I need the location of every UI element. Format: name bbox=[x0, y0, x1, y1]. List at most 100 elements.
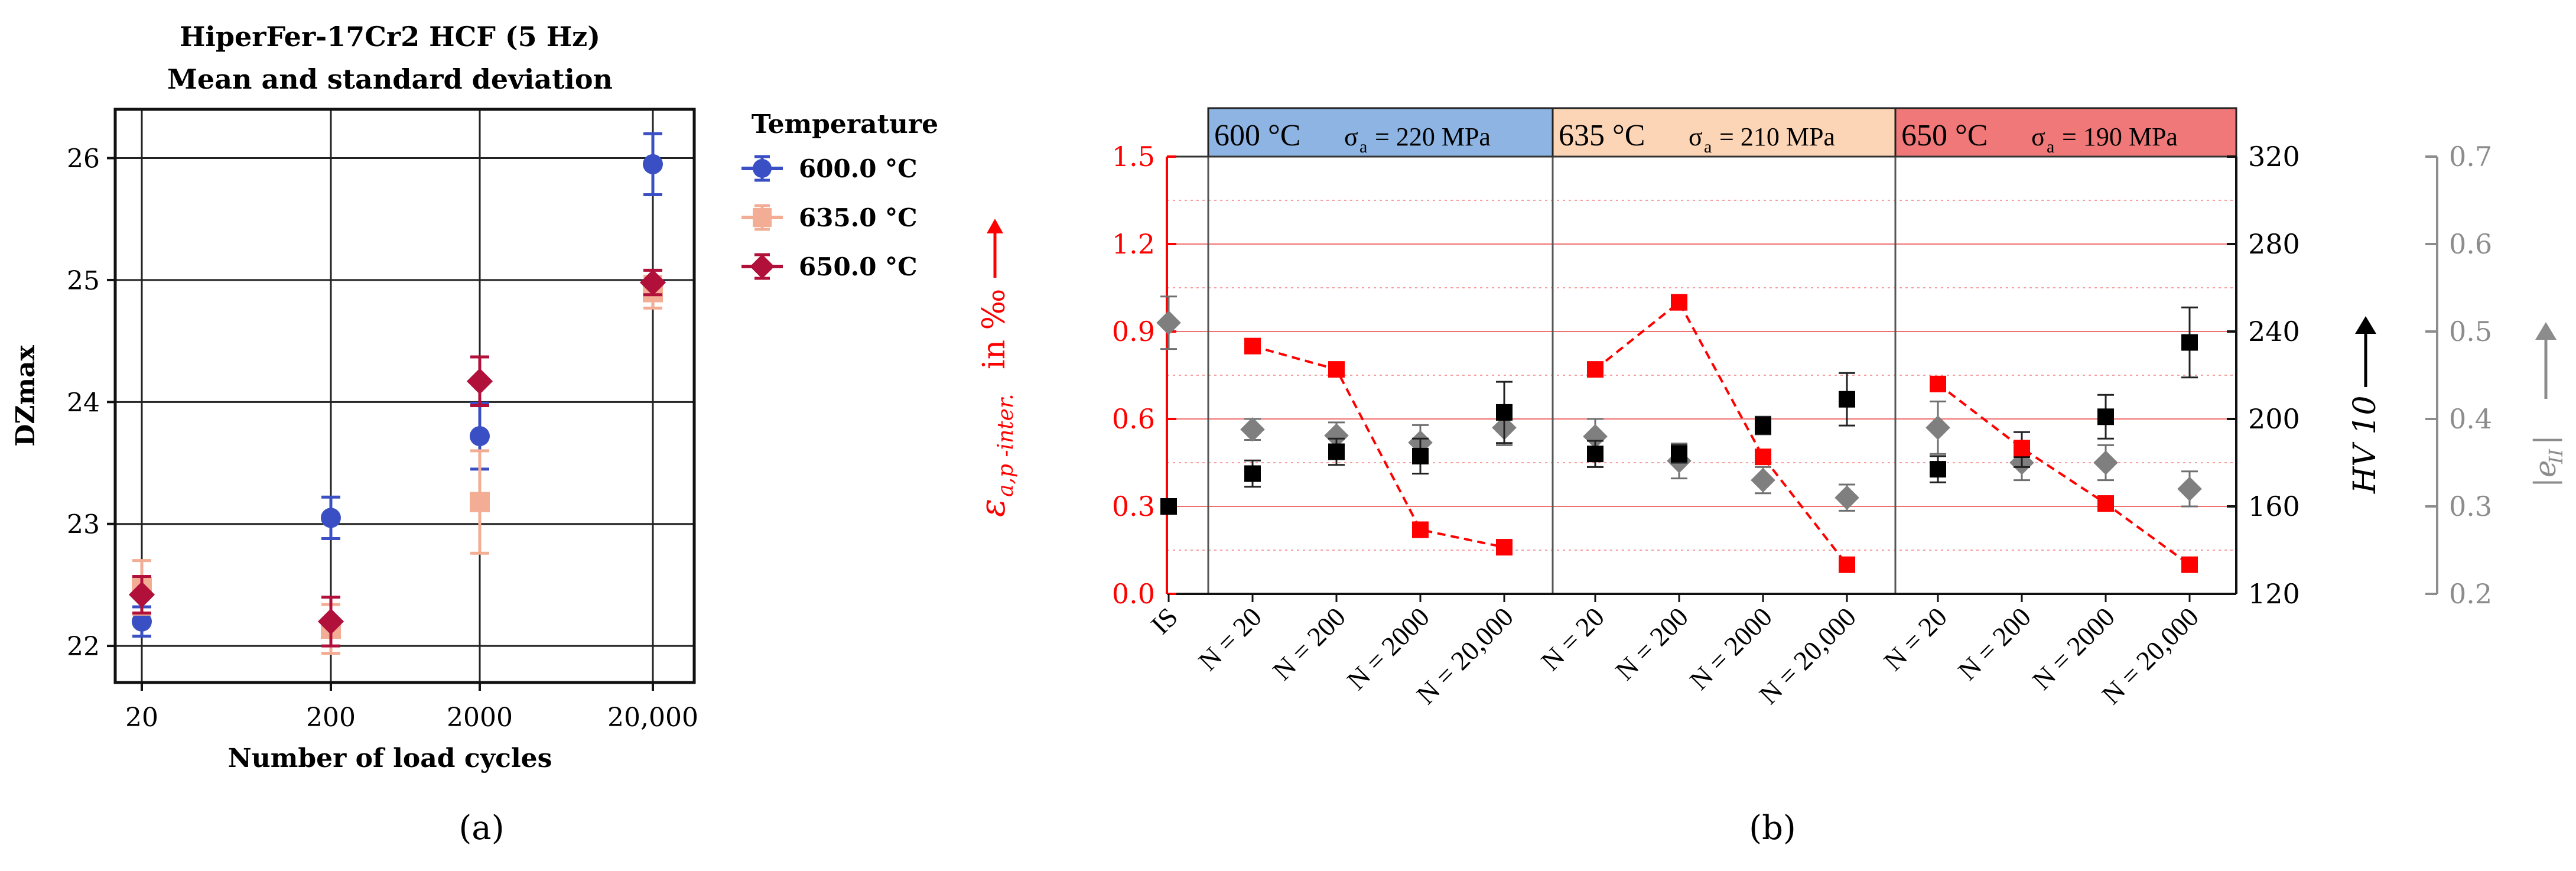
legend-item: 635.0 °C bbox=[741, 203, 918, 232]
right2-axis-label-subscript: II bbox=[2545, 448, 2567, 464]
hv10-point bbox=[1755, 417, 1771, 434]
left-tick-label: 0.3 bbox=[1112, 490, 1155, 522]
right2-tick-label: 0.5 bbox=[2449, 316, 2492, 347]
data-point bbox=[128, 581, 155, 608]
group-temperature: 600 °C bbox=[1214, 119, 1300, 152]
legend-item: 650.0 °C bbox=[741, 252, 918, 281]
left-axis-label-symbol: ε bbox=[972, 499, 1013, 517]
hv10-point bbox=[1930, 461, 1946, 478]
eII-point bbox=[2093, 450, 2118, 475]
hv10-point bbox=[1328, 443, 1345, 460]
group-header-3: 650 °C σ a = 190 MPa bbox=[1894, 107, 2237, 158]
group-stress-subscript: a bbox=[1359, 137, 1367, 157]
group-stress-symbol: σ bbox=[1689, 122, 1703, 151]
left-tick-label: 0.6 bbox=[1112, 403, 1155, 435]
hv10-point bbox=[1496, 404, 1513, 421]
left-tick-label: 1.2 bbox=[1112, 228, 1155, 260]
strain-dashed-line bbox=[1252, 344, 1505, 549]
right2-axis-label-tail: | bbox=[2528, 435, 2562, 445]
right1-tick-label: 120 bbox=[2248, 578, 2300, 610]
group-header-1: 600 °C σ a = 220 MPa bbox=[1207, 107, 1554, 158]
eII-point bbox=[1583, 424, 1608, 449]
right2-axis-label: |eII | bbox=[2528, 322, 2567, 488]
hv10-point bbox=[1671, 446, 1687, 463]
data-point bbox=[317, 608, 344, 635]
y-tick-label: 26 bbox=[67, 144, 100, 174]
left-axis-label: ε a,p -inter. in ‰ bbox=[972, 219, 1018, 517]
left-axis-label-subscript: a,p -inter. bbox=[994, 394, 1018, 497]
x-tick-label: N = 200 bbox=[1609, 602, 1694, 686]
strain-point bbox=[2097, 495, 2114, 512]
legend-marker bbox=[753, 208, 772, 227]
group-temperature: 635 °C bbox=[1559, 119, 1645, 152]
x-tick-label: 2000 bbox=[447, 703, 513, 733]
group-stress-subscript: a bbox=[1704, 137, 1712, 157]
right1-axis-label: HV 10 bbox=[2347, 316, 2383, 494]
eII-point bbox=[1156, 310, 1181, 335]
right2-axis-arrow-head bbox=[2535, 322, 2557, 340]
x-tick-label: 200 bbox=[306, 703, 356, 733]
hv10-point bbox=[2181, 334, 2198, 351]
right1-axis-arrow-head bbox=[2355, 316, 2376, 334]
left-tick-label: 1.5 bbox=[1112, 141, 1155, 173]
strain-point bbox=[1930, 375, 1946, 392]
strain-point bbox=[1839, 556, 1855, 573]
series-square bbox=[132, 275, 663, 655]
chart-title-line-1: HiperFer-17Cr2 HCF (5 Hz) bbox=[180, 21, 600, 53]
data-point bbox=[466, 368, 493, 395]
right2-tick-label: 0.2 bbox=[2449, 578, 2492, 610]
group-stress-symbol: σ bbox=[1344, 122, 1358, 151]
strain-point bbox=[1587, 361, 1604, 378]
data-point bbox=[639, 269, 666, 296]
y-tick-label: 22 bbox=[67, 632, 100, 662]
group-header-2: 635 °C σ a = 210 MPa bbox=[1552, 107, 1897, 158]
data-point bbox=[643, 154, 663, 174]
plot-frame bbox=[113, 108, 696, 684]
strain-point bbox=[2181, 556, 2198, 573]
series-eII bbox=[1156, 295, 2202, 512]
series-strain bbox=[1244, 294, 2198, 573]
legend-label: 600.0 °C bbox=[799, 154, 918, 183]
x-axis-label: Number of load cycles bbox=[228, 743, 552, 774]
strain-point bbox=[1244, 337, 1261, 355]
eII-point bbox=[1835, 485, 1859, 510]
eII-point bbox=[2177, 476, 2202, 502]
right1-tick-label: 280 bbox=[2248, 228, 2300, 260]
legend-marker bbox=[750, 254, 775, 279]
legend-label: 650.0 °C bbox=[799, 252, 918, 281]
group-header-box bbox=[1894, 107, 2237, 158]
panel-a-chart: HiperFer-17Cr2 HCF (5 Hz) Mean and standa… bbox=[11, 21, 938, 774]
right2-tick-label: 0.3 bbox=[2449, 490, 2492, 522]
hv10-point bbox=[1587, 446, 1604, 463]
legend-marker bbox=[753, 159, 772, 178]
y-tick-label: 23 bbox=[67, 510, 100, 540]
panel-b-chart: 600 °C σ a = 220 MPa 635 °C σ a = 210 MPa 650 °C… bbox=[972, 107, 2567, 710]
strain-dashed-line bbox=[1594, 300, 1848, 566]
caption-a: (a) bbox=[458, 809, 504, 847]
left-axis-label-unit: in ‰ bbox=[977, 289, 1012, 369]
right2-axis-label-main: |e bbox=[2528, 460, 2562, 488]
data-point bbox=[132, 611, 152, 632]
group-stress-value: = 190 MPa bbox=[2062, 122, 2178, 151]
series-circle bbox=[132, 132, 663, 638]
strain-point bbox=[2014, 440, 2030, 457]
eII-point bbox=[1240, 417, 1265, 442]
x-tick-label: N = 20 bbox=[1535, 602, 1610, 677]
series-diamond bbox=[128, 268, 666, 648]
strain-point bbox=[1412, 521, 1429, 538]
left-axis-arrow-head bbox=[987, 219, 1003, 233]
strain-dashed-line bbox=[1937, 383, 2191, 566]
group-stress-value: = 210 MPa bbox=[1719, 122, 1835, 151]
left-tick-label: 0.0 bbox=[1112, 578, 1155, 610]
legend-title: Temperature bbox=[752, 109, 938, 139]
hv10-point bbox=[1412, 447, 1429, 464]
x-tick-label: N = 200 bbox=[1952, 602, 2037, 686]
x-tick-label: N = 200 bbox=[1267, 602, 1351, 686]
group-stress-subscript: a bbox=[2047, 137, 2054, 157]
right2-tick-label: 0.6 bbox=[2449, 228, 2492, 260]
group-temperature: 650 °C bbox=[1901, 119, 1988, 152]
left-tick-label: 0.9 bbox=[1112, 316, 1155, 347]
right1-tick-label: 240 bbox=[2248, 316, 2300, 347]
strain-point bbox=[1328, 361, 1345, 378]
